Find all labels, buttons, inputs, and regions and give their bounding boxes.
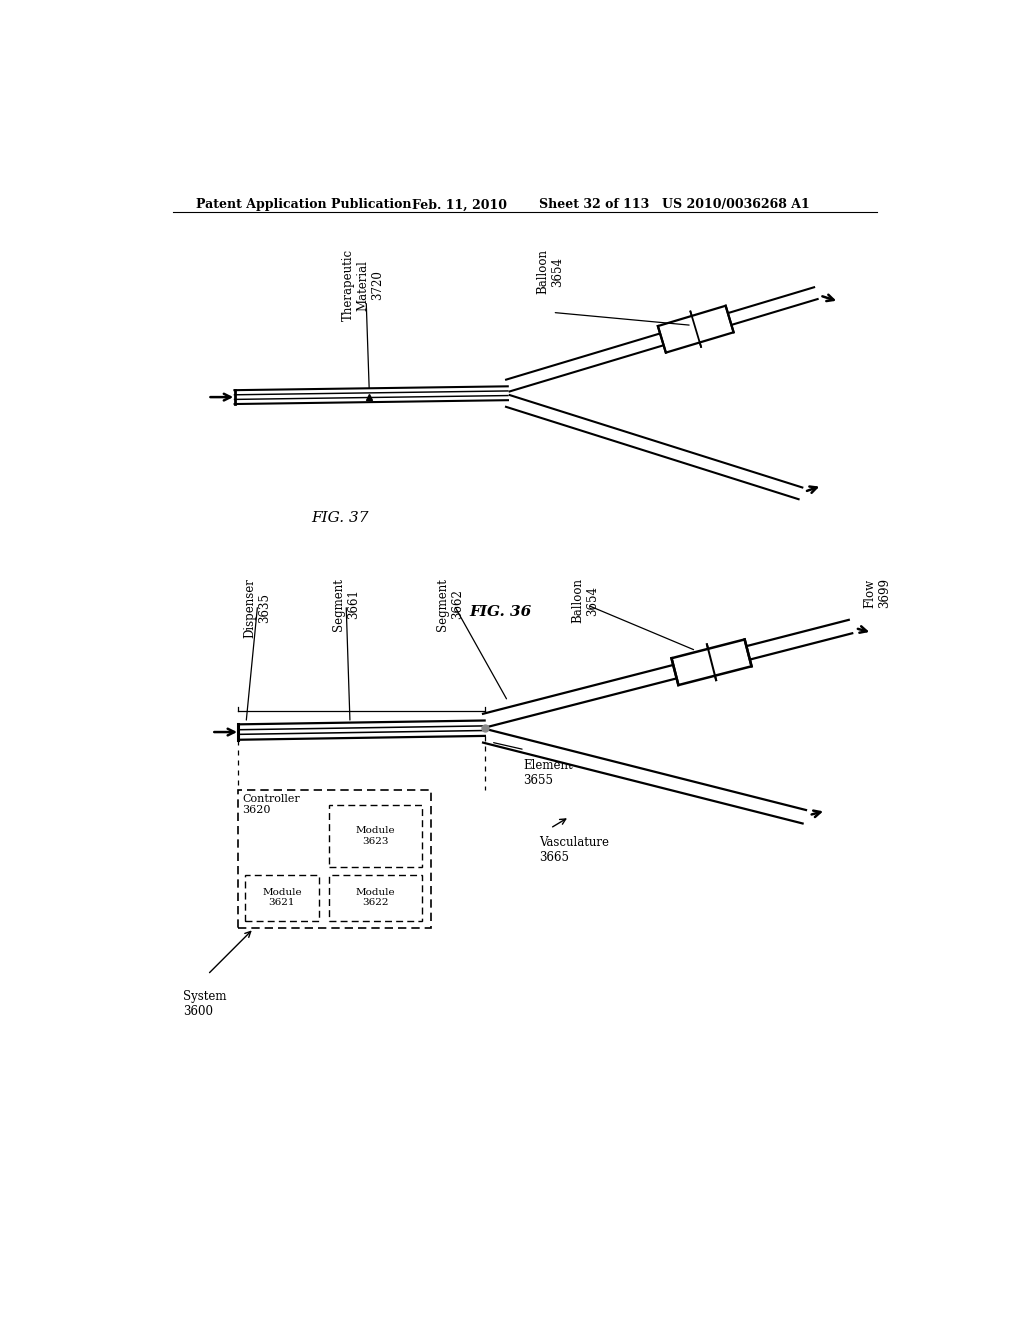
Text: FIG. 36: FIG. 36 [469,605,531,619]
Polygon shape [506,395,803,499]
Text: Patent Application Publication: Patent Application Publication [196,198,412,211]
Text: Element
3655: Element 3655 [523,759,572,787]
Polygon shape [483,620,852,727]
Text: US 2010/0036268 A1: US 2010/0036268 A1 [662,198,810,211]
Polygon shape [234,387,508,404]
Polygon shape [483,729,806,824]
FancyBboxPatch shape [330,805,422,867]
Text: Segment
3661: Segment 3661 [332,578,360,631]
Text: FIG. 37: FIG. 37 [311,511,369,525]
Text: Flow
3699: Flow 3699 [863,578,892,609]
Polygon shape [657,306,733,352]
Text: Sheet 32 of 113: Sheet 32 of 113 [539,198,649,211]
Polygon shape [239,721,485,739]
Text: System
3600: System 3600 [183,990,226,1018]
Text: Controller
3620: Controller 3620 [243,793,300,816]
FancyBboxPatch shape [239,789,431,928]
Text: Balloon
3654: Balloon 3654 [570,578,599,623]
Text: Module
3621: Module 3621 [262,888,302,907]
Text: Segment
3662: Segment 3662 [436,578,464,631]
Text: Feb. 11, 2010: Feb. 11, 2010 [412,198,507,211]
Text: Vasculature
3665: Vasculature 3665 [539,836,608,865]
Polygon shape [506,288,817,392]
Polygon shape [672,639,752,685]
Text: Module
3622: Module 3622 [355,888,395,907]
FancyBboxPatch shape [330,875,422,921]
FancyBboxPatch shape [245,875,319,921]
Text: Module
3623: Module 3623 [355,826,395,846]
Text: Balloon
3654: Balloon 3654 [537,249,564,294]
Text: Therapeutic
Material
3720: Therapeutic Material 3720 [342,249,385,321]
Text: Dispenser
3635: Dispenser 3635 [244,578,271,638]
